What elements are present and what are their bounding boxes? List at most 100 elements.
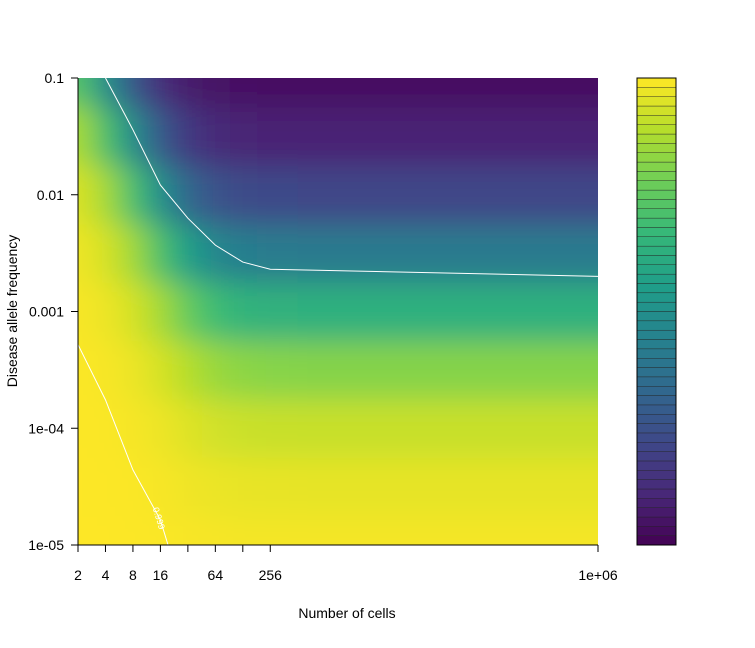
cell bbox=[146, 282, 175, 342]
colorbar-band bbox=[636, 339, 677, 350]
colorbar-band bbox=[636, 311, 677, 322]
contours bbox=[78, 78, 598, 545]
cell bbox=[78, 457, 93, 517]
colorbar-band bbox=[636, 245, 677, 256]
cell bbox=[256, 223, 299, 283]
colorbar-band bbox=[636, 470, 677, 480]
cell bbox=[119, 107, 148, 167]
cell bbox=[78, 165, 93, 225]
cell bbox=[516, 340, 598, 400]
heatmap bbox=[78, 78, 598, 545]
cell bbox=[78, 78, 93, 108]
cell bbox=[78, 282, 93, 342]
cell bbox=[256, 457, 299, 517]
colorbar-band bbox=[636, 199, 677, 209]
colorbar-band bbox=[636, 320, 677, 331]
contour-line bbox=[105, 78, 598, 277]
cell bbox=[78, 107, 93, 167]
cell bbox=[174, 78, 203, 108]
cell bbox=[119, 515, 148, 545]
cell bbox=[380, 340, 518, 400]
cell bbox=[380, 78, 518, 108]
cell bbox=[201, 340, 230, 400]
x-tick-label: 16 bbox=[153, 567, 169, 583]
cell bbox=[516, 223, 598, 283]
cell bbox=[516, 515, 598, 545]
colorbar-band bbox=[636, 507, 677, 518]
cell bbox=[297, 107, 381, 167]
colorbar-band bbox=[636, 273, 677, 284]
cell bbox=[256, 282, 299, 342]
cell bbox=[119, 457, 148, 517]
cell bbox=[91, 107, 120, 167]
cell bbox=[146, 107, 175, 167]
cell bbox=[256, 165, 299, 225]
y-tick-label: 0.001 bbox=[29, 304, 64, 320]
colorbar-band bbox=[636, 96, 677, 107]
colorbar-band bbox=[636, 143, 677, 153]
colorbar-band bbox=[636, 442, 677, 452]
colorbar-band bbox=[636, 152, 677, 163]
colorbar-band bbox=[636, 124, 677, 135]
y-tick-label: 0.01 bbox=[37, 187, 64, 203]
colorbar-band bbox=[636, 87, 677, 97]
colorbar-band bbox=[636, 488, 677, 499]
cell bbox=[174, 340, 203, 400]
cell bbox=[229, 165, 258, 225]
x-tick-label: 1e+06 bbox=[578, 567, 618, 583]
cell bbox=[516, 457, 598, 517]
cell bbox=[174, 223, 203, 283]
cell bbox=[119, 399, 148, 458]
cell bbox=[297, 340, 381, 400]
cell bbox=[78, 340, 93, 400]
colorbar-band bbox=[636, 115, 677, 125]
cell bbox=[91, 457, 120, 517]
cell bbox=[119, 78, 148, 108]
y-axis-label: Disease allele frequency bbox=[4, 235, 20, 388]
colorbar-band bbox=[636, 301, 677, 312]
colorbar-band bbox=[636, 451, 677, 462]
cell bbox=[201, 78, 230, 108]
cell bbox=[380, 515, 518, 545]
colorbar-band bbox=[636, 217, 677, 228]
colorbar-band bbox=[636, 386, 677, 396]
cell bbox=[174, 457, 203, 517]
colorbar-band bbox=[636, 329, 677, 340]
cell bbox=[146, 165, 175, 225]
cell bbox=[119, 165, 148, 225]
cell bbox=[174, 282, 203, 342]
cell bbox=[229, 515, 258, 545]
cell bbox=[201, 223, 230, 283]
x-axis-label: Number of cells bbox=[298, 605, 395, 621]
colorbar-band bbox=[636, 283, 677, 294]
cell bbox=[297, 165, 381, 225]
cell bbox=[229, 107, 258, 167]
cell bbox=[91, 399, 120, 458]
colorbar-band bbox=[636, 404, 677, 415]
x-tick-label: 8 bbox=[129, 567, 137, 583]
cell bbox=[146, 340, 175, 400]
cell bbox=[380, 107, 518, 167]
colorbar-band bbox=[636, 105, 677, 116]
cell bbox=[78, 223, 93, 283]
colorbar-band bbox=[636, 479, 677, 490]
cell bbox=[146, 399, 175, 458]
cell bbox=[380, 165, 518, 225]
cell bbox=[297, 457, 381, 517]
cell bbox=[91, 223, 120, 283]
cell bbox=[119, 223, 148, 283]
cell bbox=[201, 399, 230, 458]
cell bbox=[380, 457, 518, 517]
cell bbox=[229, 457, 258, 517]
cell bbox=[201, 282, 230, 342]
cell bbox=[297, 515, 381, 545]
cell bbox=[91, 282, 120, 342]
y-tick-label: 1e-05 bbox=[28, 537, 64, 553]
cell bbox=[297, 223, 381, 283]
cell bbox=[256, 107, 299, 167]
cell bbox=[91, 515, 120, 545]
colorbar-band bbox=[636, 171, 677, 181]
cell bbox=[78, 515, 93, 545]
colorbar-band bbox=[636, 161, 677, 172]
colorbar-band bbox=[636, 460, 677, 471]
